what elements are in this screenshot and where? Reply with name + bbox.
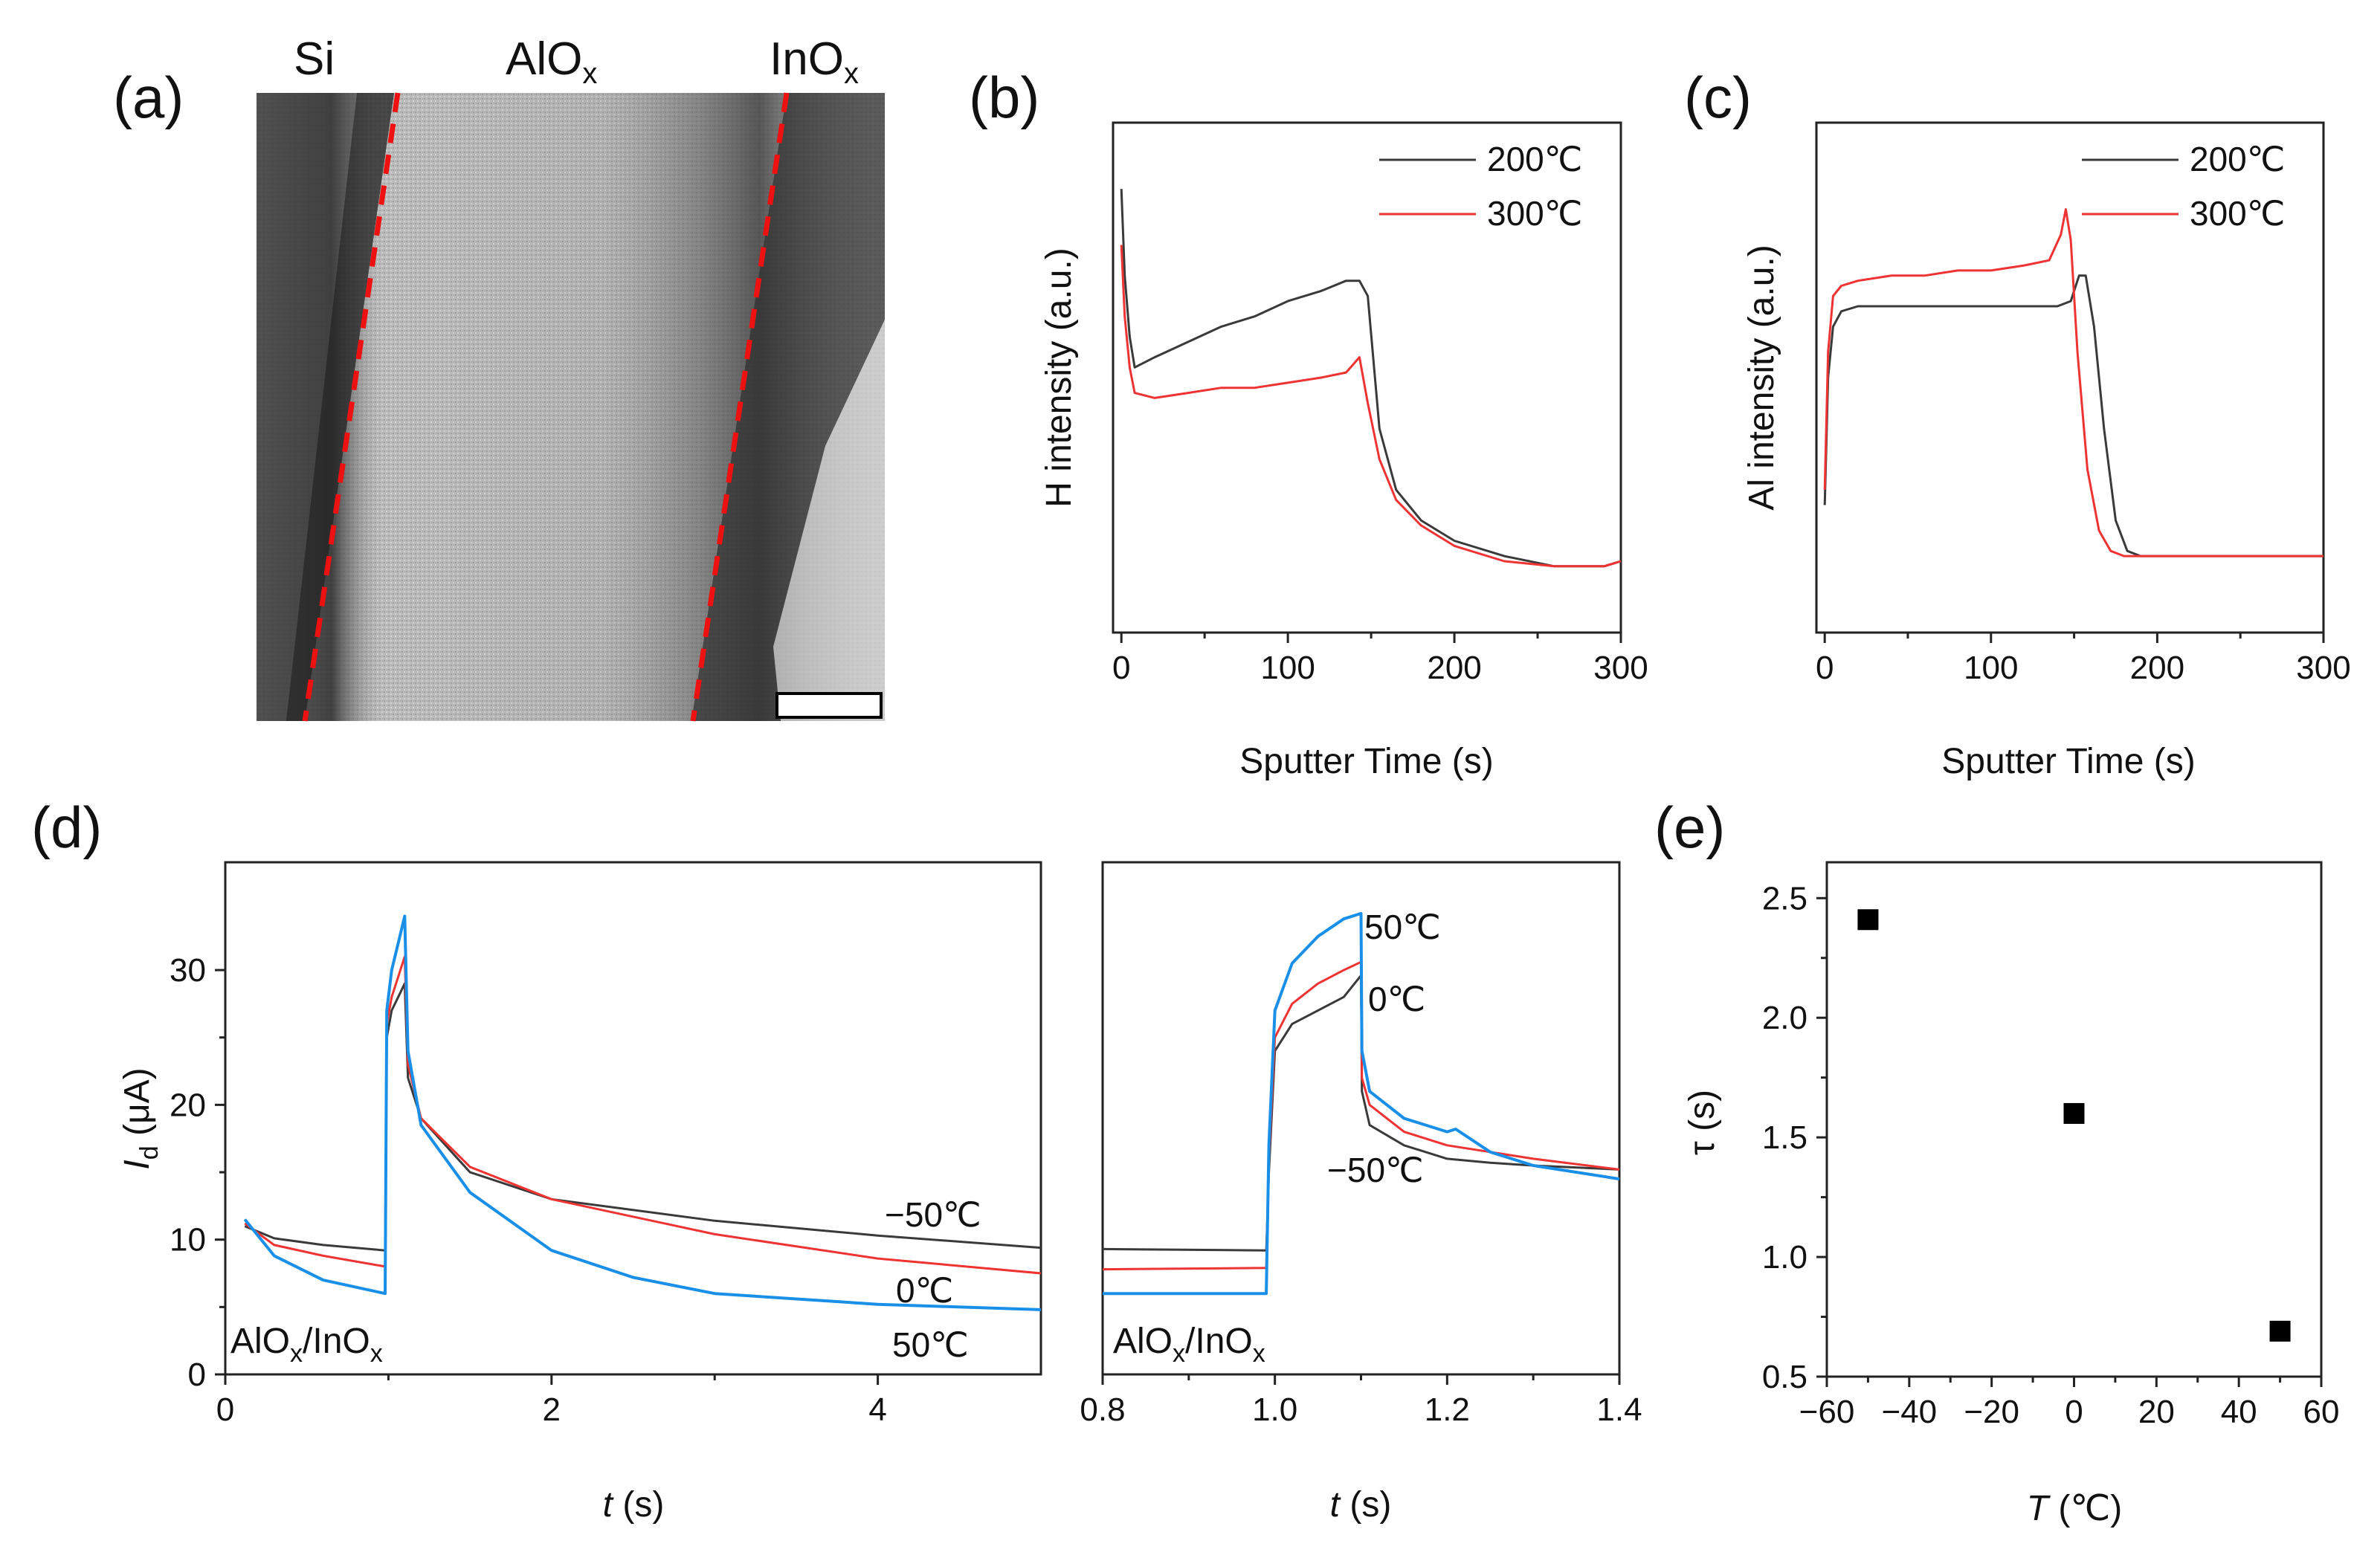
chart-b-series-line-1: [1120, 245, 1622, 568]
chart-e-ytick-label: 0.5: [1762, 1359, 1807, 1395]
chart-d-left-xtick-label: 4: [868, 1391, 886, 1428]
chart-e-xtick-label: −40: [1882, 1394, 1938, 1430]
annot-dl-0: 0℃: [896, 1271, 953, 1310]
chart-b-lines: [1120, 189, 1622, 568]
legend-c-label-200: 200℃: [2190, 140, 2285, 178]
chart-e-ytick-label: 1.0: [1762, 1239, 1807, 1276]
chart-e-point-1: [2063, 1102, 2085, 1124]
chart-b-xtick-label: 100: [1260, 650, 1315, 686]
chart-d-right-xtick-label: 0.8: [1080, 1391, 1125, 1428]
chart-b-ticks: 0 100 200 300: [1112, 633, 1648, 686]
chart-d-left-xlabel: t (s): [603, 1485, 665, 1525]
chart-d-right-xtick-label: 1.0: [1252, 1391, 1297, 1428]
tem-si-edge: [286, 93, 394, 721]
chart-e-xlabel: T (℃): [2027, 1489, 2123, 1528]
chart-b: 0 100 200 300 200℃ 300℃ Sputter Time (s) H …: [1039, 121, 1648, 781]
chart-e-points: [1857, 909, 2291, 1342]
chart-c-ticks: 0 100 200 300: [1816, 633, 2351, 686]
chart-e-ytick-label: 2.0: [1762, 1000, 1807, 1036]
legend-c-label-300: 300℃: [2190, 194, 2285, 233]
chart-c-xtick-label: 300: [2296, 650, 2350, 686]
chart-c: 0 100 200 300 200℃ 300℃ Sputter Time (s) Al…: [1742, 121, 2351, 781]
chart-e-xtick-label: −60: [1799, 1394, 1855, 1430]
chart-d-left-ticks: 0 2 4 0 10 20 30: [170, 952, 887, 1428]
chart-e-xtick-label: 0: [2065, 1394, 2083, 1430]
tem-image: [257, 92, 885, 722]
annot-dl-50: 50℃: [892, 1325, 969, 1364]
chart-c-legend: 200℃ 300℃: [2082, 140, 2285, 233]
chart-d-right-lines: [1102, 911, 1620, 1296]
chart-e-point-2: [2269, 1320, 2291, 1342]
sample-label-dr: AlOx/InOx: [1113, 1322, 1265, 1368]
chart-e-ytick-label: 1.5: [1762, 1119, 1807, 1156]
chart-e-xtick-label: 60: [2303, 1394, 2340, 1430]
chart-b-ylabel: H intensity (a.u.): [1039, 248, 1079, 507]
alox-inox-interface-line: [690, 92, 790, 722]
chart-c-frame: [1815, 121, 2325, 634]
chart-e: −60 −40 −20 0 20 40 60 0.5 1.0 1.5 2.0 2.5 T (℃) τ …: [1683, 861, 2340, 1528]
chart-e-xtick-label: 40: [2221, 1394, 2257, 1430]
chart-d-left-series-line-2: [243, 914, 1042, 1311]
legend-b-label-300: 300℃: [1487, 194, 1582, 233]
chart-e-xtick-label: −20: [1964, 1394, 2019, 1430]
chart-c-series-line-0: [1823, 274, 2323, 557]
chart-e-xtick-label: 20: [2138, 1394, 2175, 1430]
annot-dl-m50: −50℃: [885, 1195, 981, 1234]
chart-d-right-xlabel: t (s): [1330, 1485, 1392, 1525]
chart-d-right-xtick-label: 1.4: [1596, 1391, 1642, 1428]
chart-b-series-line-0: [1120, 189, 1622, 568]
annot-dr-0: 0℃: [1368, 980, 1425, 1018]
chart-c-xtick-label: 100: [1964, 650, 2018, 686]
chart-b-xtick-label: 0: [1112, 650, 1130, 686]
tem-label-inox: InOx: [770, 33, 859, 90]
panel-label-b: (b): [969, 65, 1039, 130]
chart-c-ylabel: Al intensity (a.u.): [1742, 245, 1781, 510]
chart-d-left-ytick-label: 30: [170, 952, 206, 989]
panel-label-a: (a): [113, 65, 184, 130]
chart-c-xlabel: Sputter Time (s): [1941, 742, 2195, 781]
chart-d-left-ytick-label: 0: [188, 1357, 206, 1393]
chart-d-left-xtick-label: 2: [543, 1391, 561, 1428]
chart-e-ticks: −60 −40 −20 0 20 40 60 0.5 1.0 1.5 2.0 2.5: [1762, 880, 2340, 1430]
chart-c-xtick-label: 0: [1816, 650, 1834, 686]
annot-dr-m50: −50℃: [1327, 1151, 1424, 1189]
scale-bar-icon: [775, 692, 883, 719]
sample-label-dl: AlOx/InOx: [230, 1322, 383, 1368]
legend-b-label-200: 200℃: [1487, 140, 1582, 178]
chart-d-right-ticks: 0.8 1.0 1.2 1.4: [1080, 1374, 1642, 1428]
chart-d-left-ytick-label: 10: [170, 1222, 206, 1258]
annot-dr-50: 50℃: [1364, 908, 1441, 946]
chart-d-right-series-line-2: [1103, 911, 1620, 1296]
chart-b-xtick-label: 300: [1593, 650, 1648, 686]
tem-vacuum-region: [773, 320, 885, 721]
panel-label-c: (c): [1684, 65, 1752, 130]
chart-d-right-xtick-label: 1.2: [1425, 1391, 1470, 1428]
si-alox-interface-line: [302, 92, 401, 722]
chart-c-series-line-1: [1823, 208, 2323, 557]
chart-d-left-xtick-label: 0: [216, 1391, 234, 1428]
chart-b-legend: 200℃ 300℃: [1379, 140, 1582, 233]
panel-label-d: (d): [31, 795, 102, 860]
chart-d-left: 0 2 4 0 10 20 30 −50℃ 0℃ 50℃ AlOx/InOx t (s) I…: [117, 861, 1042, 1525]
chart-c-lines: [1823, 208, 2323, 557]
chart-d-left-lines: [243, 914, 1042, 1311]
chart-d-right: 0.8 1.0 1.2 1.4 50℃ 0℃ −50℃ AlOx/InOx t (s): [1080, 861, 1642, 1525]
chart-e-ytick-label: 2.5: [1762, 880, 1807, 917]
chart-c-xtick-label: 200: [2130, 650, 2184, 686]
tem-label-si: Si: [294, 33, 335, 85]
chart-b-xlabel: Sputter Time (s): [1239, 742, 1493, 781]
chart-d-ylabel: Id (μA): [117, 1067, 164, 1169]
tem-label-alox: AlOx: [506, 33, 597, 90]
chart-b-frame: [1112, 121, 1622, 634]
chart-d-left-frame: [224, 861, 1042, 1376]
chart-b-xtick-label: 200: [1427, 650, 1481, 686]
chart-e-ylabel: τ (s): [1683, 1090, 1722, 1155]
chart-d-left-ytick-label: 20: [170, 1087, 206, 1123]
panel-label-e: (e): [1654, 795, 1725, 860]
chart-e-point-0: [1857, 909, 1879, 931]
tem-inox-region: [691, 93, 885, 721]
